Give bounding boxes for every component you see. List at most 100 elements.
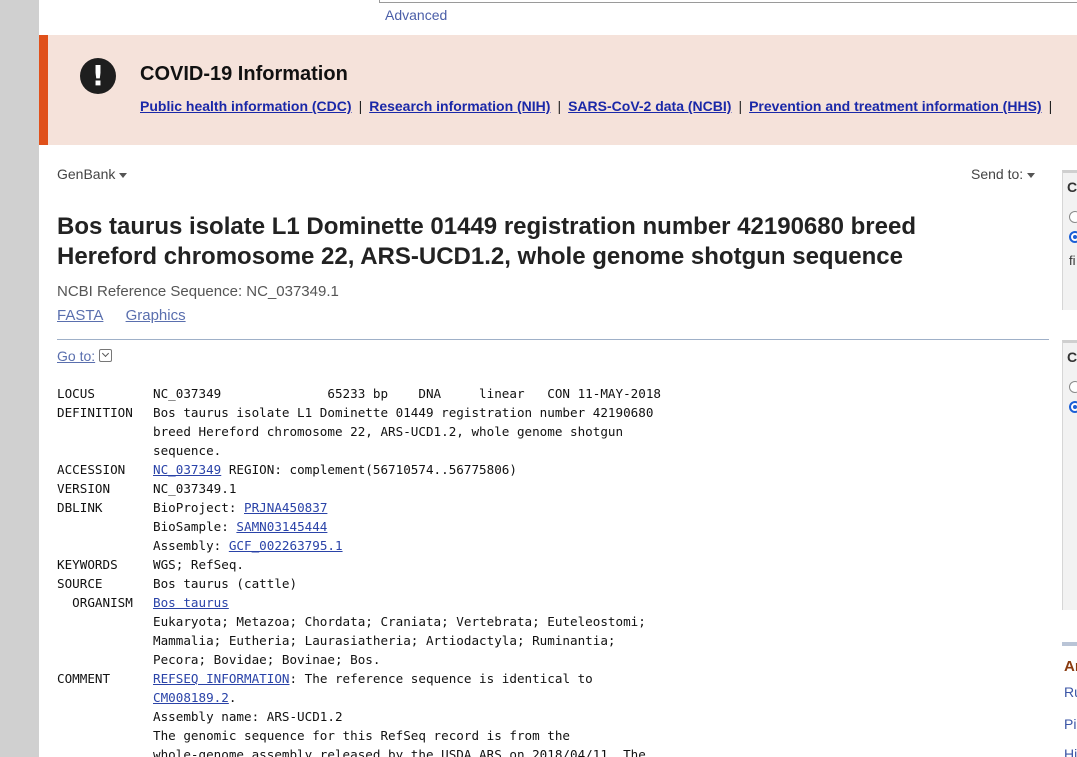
flatfile-field-value: sequence. — [153, 443, 221, 458]
flatfile-field-value: whole-genome assembly released by the US… — [153, 747, 646, 757]
panel-heading: Ar — [1064, 658, 1077, 675]
flatfile-line: KEYWORDS WGS; RefSeq. — [57, 555, 1047, 574]
flatfile-field-name: KEYWORDS — [57, 557, 118, 572]
format-links: FASTA Graphics — [57, 307, 204, 324]
flatfile-field-value: NC_037349 REGION: complement(56710574..5… — [153, 462, 517, 477]
flatfile-field-value: Mammalia; Eutheria; Laurasiatheria; Arti… — [153, 633, 616, 648]
flatfile-text: Assembly name: ARS-UCD1.2 — [153, 709, 343, 724]
goto-link[interactable]: Go to: — [57, 348, 96, 364]
flatfile-field-value: breed Hereford chromosome 22, ARS-UCD1.2… — [153, 424, 623, 439]
flatfile-field-value: NC_037349 65233 bp DNA linear CON 11-MAY… — [153, 386, 661, 401]
flatfile-link[interactable]: NC_037349 — [153, 462, 222, 477]
flatfile-link[interactable]: PRJNA450837 — [244, 500, 328, 515]
radio-option[interactable] — [1069, 381, 1077, 393]
exclamation-circle-icon: ! — [80, 58, 116, 94]
flatfile-text: Eukaryota; Metazoa; Chordata; Craniata; … — [153, 614, 646, 629]
flatfile-field-value: CM008189.2. — [153, 690, 236, 705]
covid-banner-links: Public health information (CDC) | Research… — [140, 98, 1059, 114]
flatfile-line: Eukaryota; Metazoa; Chordata; Craniata; … — [57, 612, 1047, 631]
hhs-link[interactable]: Prevention and treatment information (HH… — [749, 98, 1042, 114]
goto-control[interactable]: Go to: — [57, 348, 113, 364]
flatfile-field-value: REFSEQ INFORMATION: The reference sequen… — [153, 671, 593, 686]
flatfile-line: DBLINK BioProject: PRJNA450837 — [57, 498, 1047, 517]
flatfile-text: . — [228, 690, 237, 705]
flatfile-line: breed Hereford chromosome 22, ARS-UCD1.2… — [57, 422, 1047, 441]
radio-option-selected[interactable] — [1069, 401, 1077, 413]
flatfile-field-name: SOURCE — [57, 576, 103, 591]
flatfile-line: DEFINITION Bos taurus isolate L1 Dominett… — [57, 403, 1047, 422]
flatfile-text: The genomic sequence for this RefSeq rec… — [153, 728, 571, 743]
page: Advanced ! COVID-19 Information Public h… — [39, 0, 1077, 757]
flatfile-text: Mammalia; Eutheria; Laurasiatheria; Arti… — [153, 633, 616, 648]
flatfile-field-value: Pecora; Bovidae; Bovinae; Bos. — [153, 652, 380, 667]
database-format-dropdown[interactable]: GenBank — [57, 166, 128, 182]
flatfile-link[interactable]: SAMN03145444 — [236, 519, 328, 534]
divider — [57, 339, 1049, 340]
reference-sequence-id: NCBI Reference Sequence: NC_037349.1 — [57, 283, 339, 300]
send-to-dropdown[interactable]: Send to: — [971, 166, 1036, 182]
nih-link[interactable]: Research information (NIH) — [369, 98, 551, 114]
flatfile-line: Assembly name: ARS-UCD1.2 — [57, 707, 1047, 726]
record-title: Bos taurus isolate L1 Dominette 01449 re… — [57, 213, 916, 270]
flatfile-link[interactable]: Bos taurus — [153, 595, 229, 610]
flatfile-field-name: DEFINITION — [57, 405, 133, 420]
flatfile-field-value: WGS; RefSeq. — [153, 557, 244, 572]
radio-option-selected[interactable] — [1069, 231, 1077, 243]
link-separator: | — [557, 98, 562, 114]
right-panel-analyze: C — [1062, 340, 1077, 610]
right-panel-customize-view: C fi — [1062, 170, 1077, 310]
ncbi-link[interactable]: SARS-CoV-2 data (NCBI) — [568, 98, 732, 114]
flatfile-field-name: LOCUS — [57, 386, 95, 401]
flatfile-field-value: BioSample: SAMN03145444 — [153, 519, 327, 534]
flatfile-line: SOURCE Bos taurus (cattle) — [57, 574, 1047, 593]
flatfile-text: : The reference sequence is identical to — [289, 671, 593, 686]
panel-link[interactable]: Hi — [1064, 746, 1077, 757]
fasta-link[interactable]: FASTA — [57, 307, 104, 324]
flatfile-field-value: Bos taurus (cattle) — [153, 576, 297, 591]
graphics-link[interactable]: Graphics — [125, 307, 186, 324]
flatfile-text: Pecora; Bovidae; Bovinae; Bos. — [153, 652, 381, 667]
radio-option[interactable] — [1069, 211, 1077, 223]
flatfile-text: Bos taurus isolate L1 Dominette 01449 re… — [153, 405, 654, 420]
covid-banner: ! COVID-19 Information Public health inf… — [39, 35, 1077, 145]
flatfile-field-value: Assembly: GCF_002263795.1 — [153, 538, 343, 553]
flatfile-text: whole-genome assembly released by the US… — [153, 747, 646, 757]
flatfile-field-value: Assembly name: ARS-UCD1.2 — [153, 709, 343, 724]
flatfile-text: sequence. — [153, 443, 222, 458]
flatfile-line: Pecora; Bovidae; Bovinae; Bos. — [57, 650, 1047, 669]
search-box-edge[interactable] — [379, 0, 1077, 3]
flatfile-line: Assembly: GCF_002263795.1 — [57, 536, 1047, 555]
flatfile-line: The genomic sequence for this RefSeq rec… — [57, 726, 1047, 745]
flatfile-field-value: NC_037349.1 — [153, 481, 236, 496]
flatfile-field-value: BioProject: PRJNA450837 — [153, 500, 327, 515]
flatfile-text: NC_037349 65233 bp DNA linear CON 11-MAY… — [153, 386, 661, 401]
flatfile-field-value: Bos taurus — [153, 595, 229, 610]
advanced-search-link[interactable]: Advanced — [385, 7, 448, 23]
chevron-down-icon — [119, 172, 128, 178]
flatfile-field-name: DBLINK — [57, 500, 103, 515]
flatfile-text: BioProject: — [153, 500, 244, 515]
flatfile-link[interactable]: CM008189.2 — [153, 690, 229, 705]
chevron-down-icon[interactable] — [99, 349, 113, 362]
panel-link[interactable]: Ru — [1064, 684, 1077, 700]
flatfile-field-name: COMMENT — [57, 671, 111, 686]
genbank-flatfile: LOCUS NC_037349 65233 bp DNA linear CON 1… — [57, 384, 1047, 757]
flatfile-line: LOCUS NC_037349 65233 bp DNA linear CON 1… — [57, 384, 1047, 403]
flatfile-field-name: VERSION — [57, 481, 111, 496]
link-separator: | — [738, 98, 743, 114]
flatfile-field-value: Eukaryota; Metazoa; Chordata; Craniata; … — [153, 614, 646, 629]
cdc-link[interactable]: Public health information (CDC) — [140, 98, 352, 114]
panel-title: C — [1067, 349, 1077, 365]
flatfile-line: COMMENT REFSEQ INFORMATION: The reference… — [57, 669, 1047, 688]
flatfile-text: REGION: complement(56710574..56775806) — [221, 462, 517, 477]
record-content: GenBank Send to: Bos taurus isolate L1 D… — [39, 145, 1061, 757]
panel-link[interactable]: Pi — [1064, 716, 1077, 732]
flatfile-link[interactable]: GCF_002263795.1 — [228, 538, 343, 553]
right-panel-articles: Ar Ru Pi Hi — [1062, 642, 1077, 757]
flatfile-line: CM008189.2. — [57, 688, 1047, 707]
flatfile-line: ORGANISM Bos taurus — [57, 593, 1047, 612]
panel-title: C — [1067, 179, 1077, 195]
database-format-label: GenBank — [57, 166, 116, 182]
flatfile-link[interactable]: REFSEQ INFORMATION — [153, 671, 290, 686]
flatfile-line: sequence. — [57, 441, 1047, 460]
